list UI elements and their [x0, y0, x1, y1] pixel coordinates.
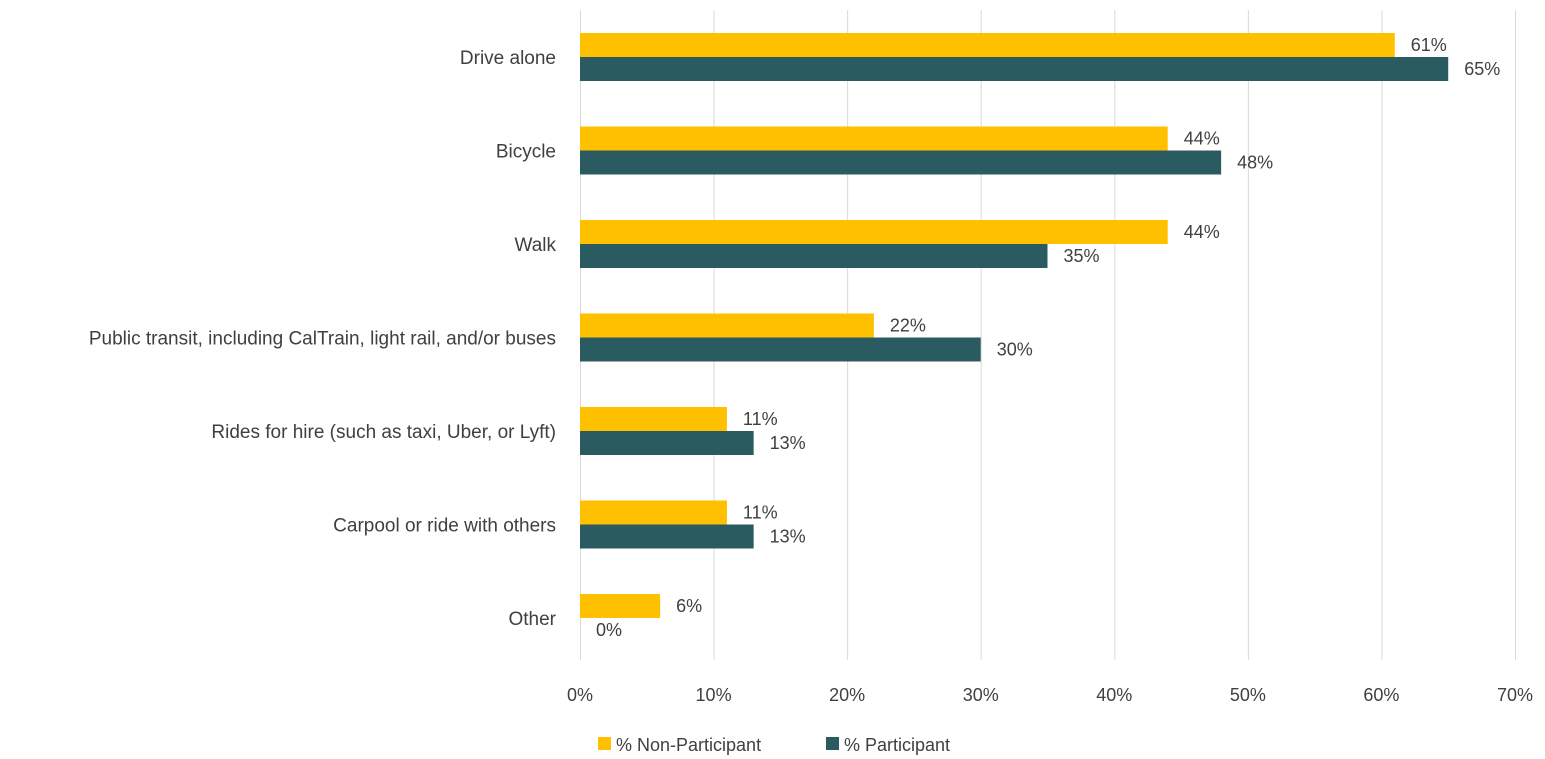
- category-label: Drive alone: [460, 48, 556, 69]
- x-tick-label: 30%: [963, 685, 999, 705]
- data-label: 61%: [1411, 35, 1447, 55]
- bar-participant: [580, 244, 1048, 268]
- bar-participant: [580, 431, 754, 455]
- data-label: 22%: [890, 316, 926, 336]
- category-label: Walk: [514, 235, 556, 256]
- x-tick-label: 20%: [829, 685, 865, 705]
- bar-participant: [580, 524, 754, 549]
- bar-participant: [580, 57, 1449, 81]
- bar-non-participant: [580, 407, 727, 431]
- x-tick-label: 40%: [1096, 685, 1132, 705]
- legend-label: % Non-Participant: [616, 735, 761, 755]
- x-tick-label: 70%: [1497, 685, 1533, 705]
- legend-swatch: [598, 737, 611, 750]
- data-label: 44%: [1184, 129, 1220, 149]
- x-tick-label: 50%: [1230, 685, 1266, 705]
- x-tick-label: 0%: [567, 685, 593, 705]
- data-label: 13%: [770, 527, 806, 547]
- category-label: Bicycle: [496, 142, 556, 163]
- data-label: 6%: [676, 596, 702, 616]
- data-label: 0%: [596, 620, 622, 640]
- category-label: Rides for hire (such as taxi, Uber, or L…: [211, 422, 556, 443]
- data-label: 65%: [1464, 59, 1500, 79]
- bar-non-participant: [580, 126, 1168, 151]
- bar-non-participant: [580, 33, 1395, 57]
- data-label: 13%: [770, 433, 806, 453]
- bar-non-participant: [580, 594, 661, 618]
- data-label: 11%: [743, 409, 778, 429]
- data-label: 44%: [1184, 222, 1220, 242]
- data-label: 35%: [1064, 246, 1100, 266]
- data-label: 30%: [997, 340, 1033, 360]
- x-tick-label: 60%: [1363, 685, 1399, 705]
- data-label: 11%: [743, 503, 778, 523]
- bar-non-participant: [580, 220, 1168, 244]
- category-labels: Drive alone Bicycle Walk Public transit, in…: [89, 48, 557, 630]
- bar-non-participant: [580, 500, 727, 525]
- legend-label: % Participant: [844, 735, 950, 755]
- bar-participant: [580, 337, 981, 362]
- legend: % Non-Participant % Participant: [598, 735, 950, 755]
- bar-non-participant: [580, 313, 874, 338]
- category-label: Carpool or ride with others: [333, 516, 556, 537]
- x-axis-tick-labels: 0% 10% 20% 30% 40% 50% 60% 70%: [567, 685, 1533, 705]
- category-label: Other: [508, 609, 556, 630]
- bar-participant: [580, 150, 1222, 175]
- legend-swatch: [826, 737, 839, 750]
- bars: [580, 33, 1449, 618]
- data-labels: 61% 65% 44% 48% 44% 35% 22% 30% 11% 13% 11% 13% 6% 0%: [596, 35, 1500, 640]
- x-tick-label: 10%: [696, 685, 732, 705]
- category-label: Public transit, including CalTrain, ligh…: [89, 329, 556, 350]
- data-label: 48%: [1237, 153, 1273, 173]
